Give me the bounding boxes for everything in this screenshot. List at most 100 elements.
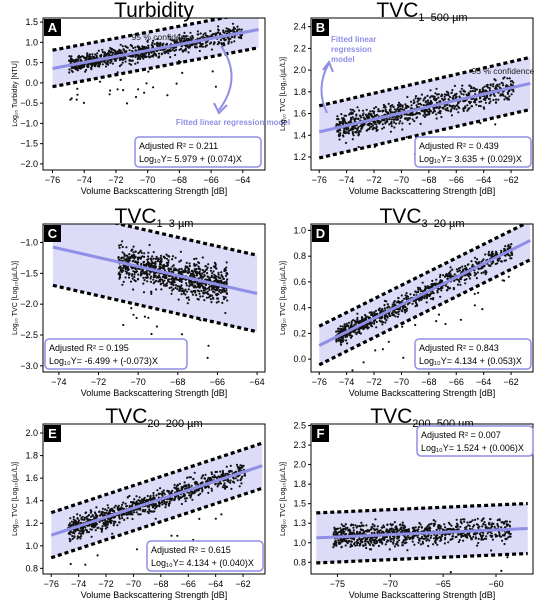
data-point xyxy=(424,285,427,288)
data-point xyxy=(215,293,218,296)
data-point xyxy=(116,524,119,527)
data-point xyxy=(412,293,416,296)
x-tick-label: −76 xyxy=(312,175,327,185)
data-point xyxy=(145,498,149,502)
data-point xyxy=(463,278,466,282)
data-point xyxy=(210,471,213,474)
data-point xyxy=(352,125,355,129)
data-point xyxy=(202,271,206,274)
data-point xyxy=(177,298,180,301)
data-point xyxy=(122,49,125,52)
data-point xyxy=(160,492,164,496)
data-point xyxy=(437,107,441,110)
data-point xyxy=(213,291,216,294)
data-point xyxy=(87,65,90,68)
data-point xyxy=(395,301,399,304)
data-point xyxy=(195,257,198,260)
data-point xyxy=(353,323,356,326)
data-point xyxy=(393,108,396,111)
data-point xyxy=(396,315,399,318)
data-point xyxy=(423,115,426,118)
data-point xyxy=(381,348,384,351)
data-point xyxy=(236,479,239,482)
data-point xyxy=(134,53,137,57)
data-point xyxy=(498,83,501,86)
data-point xyxy=(70,59,73,62)
data-point xyxy=(109,58,113,61)
panel-letter-badge xyxy=(44,225,61,242)
data-point xyxy=(465,278,468,281)
data-point xyxy=(214,264,217,268)
data-point xyxy=(101,519,104,522)
data-point xyxy=(233,36,236,39)
data-point xyxy=(430,283,433,286)
plot-area xyxy=(50,441,263,574)
data-point xyxy=(211,272,214,275)
data-point xyxy=(406,95,409,99)
axes-frame xyxy=(310,17,534,171)
data-point xyxy=(366,114,369,117)
data-point xyxy=(165,253,168,256)
data-point xyxy=(375,326,378,329)
data-point xyxy=(381,127,384,130)
y-tick-label: 1.6 xyxy=(293,109,306,119)
data-point xyxy=(112,524,115,527)
data-point xyxy=(407,113,410,116)
data-point xyxy=(214,85,217,88)
data-point xyxy=(216,43,219,46)
data-point xyxy=(126,266,129,269)
data-point xyxy=(219,32,222,35)
data-point xyxy=(195,43,198,46)
data-point xyxy=(151,255,154,258)
data-point xyxy=(349,334,352,337)
y-tick-label: 0.0 xyxy=(293,354,306,364)
data-point xyxy=(337,327,340,330)
data-point xyxy=(167,254,170,257)
data-point xyxy=(213,285,216,289)
data-point xyxy=(413,120,416,123)
data-point xyxy=(119,43,122,46)
data-point xyxy=(368,316,371,319)
data-point xyxy=(187,288,190,291)
data-point xyxy=(400,294,403,297)
data-point xyxy=(479,267,482,270)
data-point xyxy=(199,295,202,298)
data-point xyxy=(168,498,171,501)
data-point xyxy=(82,530,85,533)
data-point xyxy=(402,356,405,359)
data-point xyxy=(420,103,423,106)
data-point xyxy=(343,114,346,117)
data-point xyxy=(158,502,162,505)
panel-title: TVC20–200 µm xyxy=(105,405,202,430)
data-point xyxy=(496,83,499,86)
data-point xyxy=(148,273,151,276)
data-point xyxy=(199,282,202,285)
data-point xyxy=(506,98,509,101)
data-point xyxy=(130,248,134,251)
data-point xyxy=(225,281,228,284)
data-point xyxy=(505,84,508,87)
data-point xyxy=(105,523,108,526)
data-point xyxy=(134,280,137,283)
data-point xyxy=(198,290,201,293)
y-tick-label: 1.4 xyxy=(25,496,38,506)
data-point xyxy=(343,328,346,331)
data-point xyxy=(473,100,476,104)
data-point xyxy=(156,489,159,492)
data-point xyxy=(196,37,199,40)
data-point xyxy=(164,284,167,287)
data-point xyxy=(83,63,86,66)
data-point xyxy=(201,481,204,484)
data-point xyxy=(163,500,166,503)
data-point xyxy=(437,111,440,114)
data-point xyxy=(154,260,157,263)
data-point xyxy=(73,529,76,532)
data-point xyxy=(220,279,223,282)
data-point xyxy=(468,100,471,103)
data-point xyxy=(199,268,202,271)
data-point xyxy=(360,316,363,319)
data-point xyxy=(146,274,149,277)
data-point xyxy=(114,504,117,507)
data-point xyxy=(88,53,92,56)
data-point xyxy=(420,525,423,529)
